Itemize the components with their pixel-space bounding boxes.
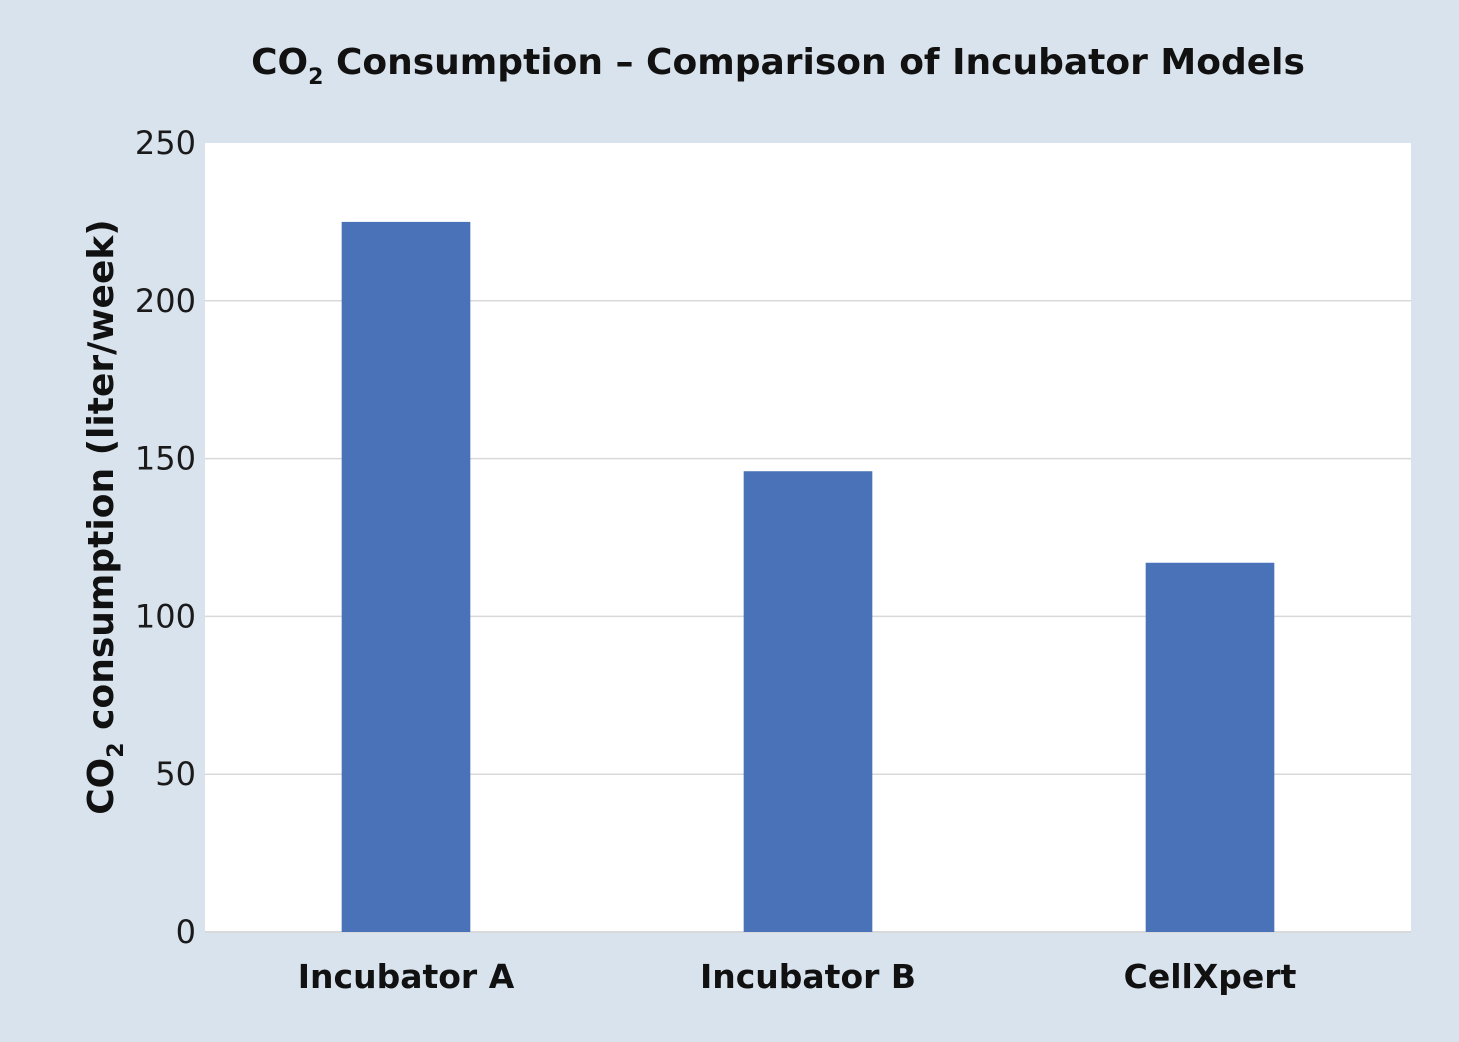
y-tick-labels: 0 50 100 150 200 250 — [135, 124, 196, 951]
chart-title: CO2 Consumption – Comparison of Incubato… — [251, 42, 1305, 90]
y-axis-label-suffix: consumption (liter/week) — [81, 219, 122, 742]
y-tick-label: 200 — [135, 282, 196, 320]
x-tick-label: Incubator A — [298, 957, 515, 996]
y-tick-label: 100 — [135, 597, 196, 635]
chart-title-suffix: Consumption – Comparison of Incubator Mo… — [323, 42, 1305, 83]
y-tick-label: 0 — [176, 913, 196, 951]
y-tick-label: 50 — [155, 755, 196, 793]
bar-cellxpert — [1145, 562, 1275, 932]
y-axis-label-prefix: CO — [81, 758, 122, 815]
y-tick-label: 150 — [135, 440, 196, 478]
bar-incubator-b — [743, 471, 873, 932]
chart-title-prefix: CO — [251, 42, 308, 83]
y-tick-label: 250 — [135, 124, 196, 162]
y-axis-label: CO2 consumption (liter/week) — [81, 219, 129, 815]
x-tick-labels: Incubator A Incubator B CellXpert — [298, 957, 1297, 996]
chart-title-subscript: 2 — [308, 65, 323, 90]
x-tick-label: Incubator B — [700, 957, 916, 996]
x-tick-label: CellXpert — [1124, 957, 1297, 996]
bar-incubator-a — [341, 221, 471, 932]
bars — [341, 221, 1275, 932]
y-axis-label-subscript: 2 — [104, 742, 129, 757]
